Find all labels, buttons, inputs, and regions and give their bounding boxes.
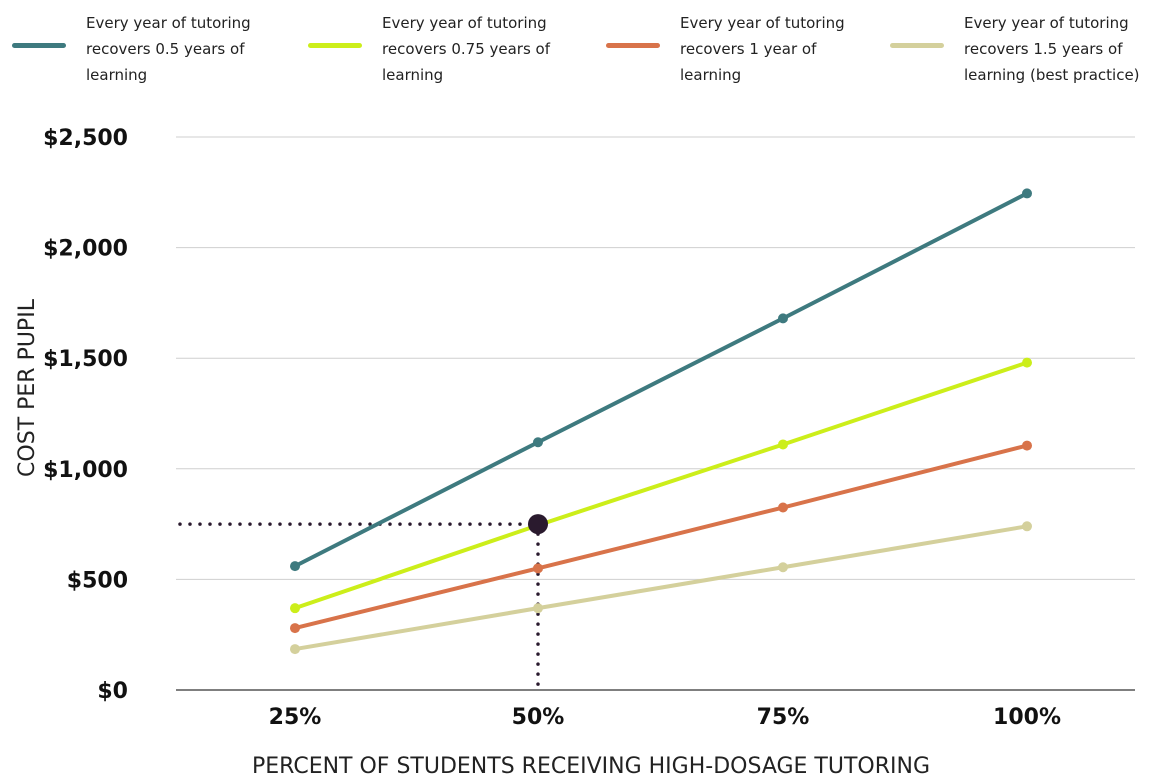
series-1-point bbox=[778, 439, 788, 450]
series-0-point bbox=[778, 313, 788, 324]
y-tick-label: $500 bbox=[67, 568, 128, 593]
series-2-point bbox=[778, 502, 788, 513]
y-tick-label: $1,000 bbox=[43, 458, 128, 483]
series-3-point bbox=[533, 603, 543, 614]
y-tick-label: $1,500 bbox=[43, 347, 128, 372]
x-tick-label: 100% bbox=[993, 705, 1061, 730]
legend-item-0: Every year of tutoring recovers 0.5 year… bbox=[12, 10, 286, 88]
series-1-point bbox=[1022, 357, 1032, 368]
annotation-guides bbox=[178, 522, 540, 694]
y-tick-label: $0 bbox=[97, 679, 128, 704]
y-axis-title: COST PER PUPIL bbox=[15, 298, 40, 477]
series-2-point bbox=[290, 623, 300, 634]
legend-label-3: Every year of tutoring recovers 1.5 year… bbox=[964, 14, 1140, 84]
legend-item-3: Every year of tutoring recovers 1.5 year… bbox=[890, 10, 1151, 88]
legend-label-2: Every year of tutoring recovers 1 year o… bbox=[680, 14, 845, 84]
series-0-point bbox=[1022, 188, 1032, 199]
legend-swatch-0 bbox=[12, 43, 66, 48]
legend-swatch-2 bbox=[606, 43, 660, 48]
annotation-point bbox=[528, 514, 548, 535]
legend-item-1: Every year of tutoring recovers 0.75 yea… bbox=[308, 10, 582, 88]
series-line-2 bbox=[293, 443, 1029, 631]
series-points bbox=[290, 188, 1032, 655]
series-line-1 bbox=[293, 360, 1029, 611]
legend-swatch-3 bbox=[890, 43, 944, 48]
x-tick-label: 75% bbox=[757, 705, 810, 730]
series-0-point bbox=[533, 437, 543, 448]
legend-swatch-1 bbox=[308, 43, 362, 48]
series-0-point bbox=[290, 561, 300, 572]
y-tick-label: $2,000 bbox=[43, 237, 128, 262]
legend-label-1: Every year of tutoring recovers 0.75 yea… bbox=[382, 14, 551, 84]
y-tick-label: $2,500 bbox=[43, 126, 128, 151]
series-3-point bbox=[290, 644, 300, 655]
series-lines bbox=[293, 191, 1029, 652]
y-axis-ticks: $0 $500 $1,000 $1,500 $2,000 $2,500 bbox=[43, 126, 128, 704]
series-1-point bbox=[290, 603, 300, 614]
series-2-point bbox=[1022, 440, 1032, 451]
legend-label-0: Every year of tutoring recovers 0.5 year… bbox=[86, 14, 251, 84]
legend-item-2: Every year of tutoring recovers 1 year o… bbox=[606, 10, 880, 88]
x-tick-label: 25% bbox=[269, 705, 322, 730]
series-line-3 bbox=[293, 524, 1029, 652]
gridlines bbox=[176, 136, 1135, 691]
x-axis-ticks: 25% 50% 75% 100% bbox=[269, 705, 1061, 730]
series-3-point bbox=[778, 562, 788, 573]
series-line-0 bbox=[293, 191, 1029, 569]
x-axis-title: PERCENT OF STUDENTS RECEIVING HIGH-DOSAG… bbox=[252, 754, 930, 777]
x-tick-label: 50% bbox=[512, 705, 565, 730]
series-2-point bbox=[533, 563, 543, 574]
series-3-point bbox=[1022, 521, 1032, 532]
annotation-marker bbox=[528, 514, 548, 535]
